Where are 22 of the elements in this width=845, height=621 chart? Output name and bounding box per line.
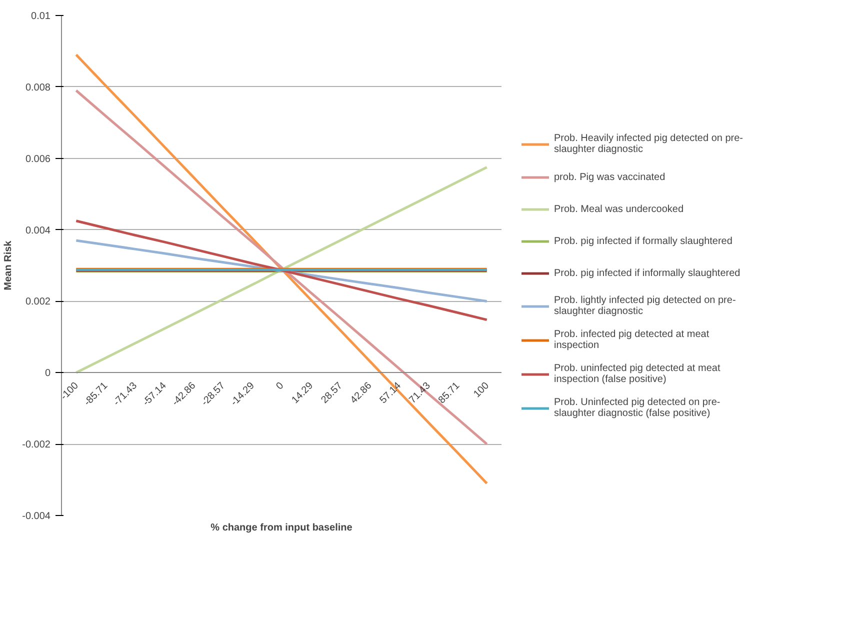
legend-label: Prob. pig infected if formally slaughtered bbox=[554, 235, 732, 247]
y-tick-label: 0.01 bbox=[31, 11, 51, 22]
legend-label: Prob. Heavily infected pig detected on pre-slaughter diagnostic bbox=[554, 133, 743, 155]
y-tick-label: 0.006 bbox=[25, 154, 51, 165]
x-tick-label: 0 bbox=[274, 380, 286, 392]
legend-label: Prob. pig infected if informally slaughtered bbox=[554, 267, 740, 279]
y-tick-label: 0.004 bbox=[25, 225, 51, 236]
legend-label: prob. Pig was vaccinated bbox=[554, 171, 666, 183]
y-tick-label: -0.002 bbox=[22, 440, 51, 451]
legend-label: Prob. Uninfected pig detected on pre-slaughter diagnostic (false positive) bbox=[554, 397, 720, 419]
x-tick-label: 100 bbox=[472, 380, 492, 400]
y-tick-label: -0.004 bbox=[22, 511, 51, 522]
x-axis-title: % change from input baseline bbox=[210, 522, 353, 534]
y-tick-label: 0 bbox=[44, 368, 51, 380]
legend-label: Prob. Meal was undercooked bbox=[554, 203, 684, 215]
y-tick-label: 0.008 bbox=[25, 82, 51, 94]
x-tick-label: -100 bbox=[58, 380, 82, 402]
legend-label: Prob. infected pig detected at meat inspection bbox=[554, 329, 710, 351]
y-tick-label: 0.002 bbox=[25, 296, 51, 308]
legend-label: Prob. lightly infected pig detected on pre-slaughter diagnostic bbox=[554, 295, 736, 317]
legend-label: Prob. uninfected pig detected at meat inspection (false positive) bbox=[554, 363, 720, 385]
y-axis-title: Mean Risk bbox=[3, 240, 14, 290]
